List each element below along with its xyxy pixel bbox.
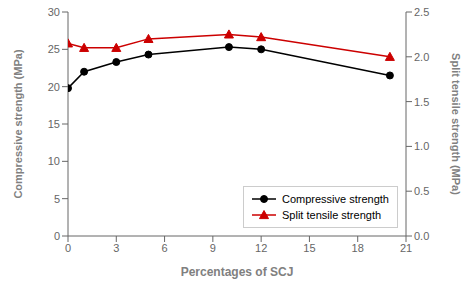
- svg-text:Compressive strength (MPa): Compressive strength (MPa): [12, 49, 24, 198]
- svg-text:0.0: 0.0: [414, 230, 429, 242]
- html-text:Split tensile strength: Split tensile strength: [282, 209, 382, 221]
- svg-text:0: 0: [54, 230, 60, 242]
- svg-text:0: 0: [65, 242, 71, 254]
- svg-text:25: 25: [48, 43, 60, 55]
- svg-text:18: 18: [352, 242, 364, 254]
- svg-text:2.5: 2.5: [414, 6, 429, 18]
- html-text:Compressive strength: Compressive strength: [282, 193, 389, 205]
- svg-text:15: 15: [48, 118, 60, 130]
- svg-text:15: 15: [303, 242, 315, 254]
- svg-text:20: 20: [48, 81, 60, 93]
- svg-text:9: 9: [210, 242, 216, 254]
- svg-text:Percentages of SCJ: Percentages of SCJ: [181, 265, 294, 279]
- svg-text:1.0: 1.0: [414, 140, 429, 152]
- svg-text:1.5: 1.5: [414, 96, 429, 108]
- svg-text:30: 30: [48, 6, 60, 18]
- svg-text:10: 10: [48, 155, 60, 167]
- svg-text:Split tensile strength (MPa): Split tensile strength (MPa): [450, 53, 462, 195]
- svg-text:2.0: 2.0: [414, 51, 429, 63]
- svg-text:21: 21: [400, 242, 412, 254]
- svg-text:12: 12: [255, 242, 267, 254]
- svg-text:5: 5: [54, 193, 60, 205]
- svg-text:6: 6: [162, 242, 168, 254]
- svg-text:3: 3: [113, 242, 119, 254]
- svg-text:0.5: 0.5: [414, 185, 429, 197]
